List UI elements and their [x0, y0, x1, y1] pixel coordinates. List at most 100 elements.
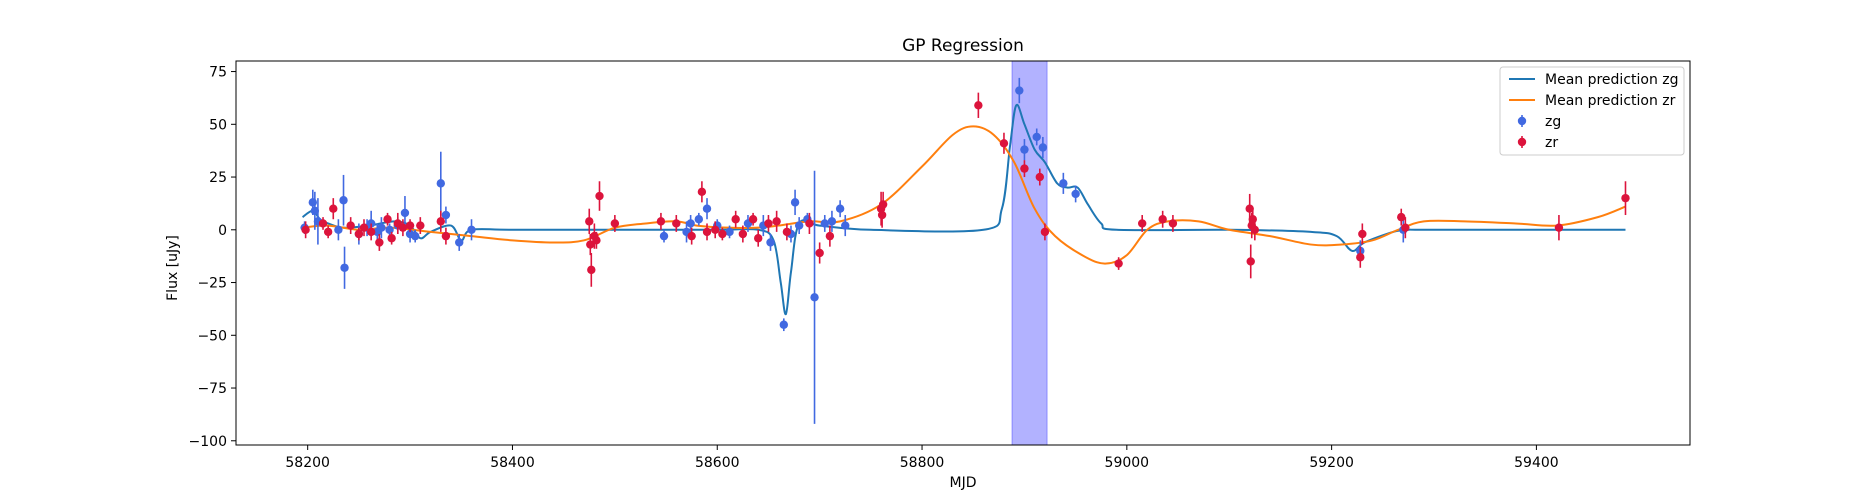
point-zr-12 — [398, 223, 408, 232]
y-tick-label-5: −50 — [197, 328, 227, 344]
axis-ticks: 58200 58400 58600 58800 59000 59200 59400 75 50 2… — [189, 65, 1559, 471]
point-zg-1 — [308, 198, 317, 207]
point-zr-14 — [416, 221, 425, 230]
observation-points — [300, 77, 1630, 424]
point-zr-25 — [672, 219, 681, 228]
point-zr-15 — [436, 217, 445, 226]
y-tick-label-6: −75 — [197, 381, 227, 397]
point-zr-22 — [595, 191, 604, 201]
point-zr-40 — [825, 231, 835, 241]
highlight-span — [1011, 60, 1048, 446]
point-zr-29 — [711, 225, 720, 234]
point-zr-1 — [318, 219, 328, 228]
point-zr-6 — [359, 223, 369, 232]
mean-prediction-lines — [301, 103, 1626, 316]
point-zr-0 — [301, 225, 310, 234]
point-zg-17 — [436, 179, 445, 188]
point-zg-25 — [702, 204, 712, 213]
point-zr-62 — [1554, 223, 1564, 232]
point-zg-21 — [659, 231, 669, 241]
legend-label-series-0: zg — [1545, 114, 1561, 130]
point-zr-8 — [375, 238, 384, 247]
point-zr-10 — [387, 234, 396, 243]
point-zr-52 — [1168, 219, 1178, 228]
point-zr-2 — [323, 227, 333, 237]
point-zr-47 — [1035, 172, 1044, 182]
point-zr-13 — [405, 221, 415, 230]
point-zg-43 — [1032, 132, 1041, 142]
point-zg-19 — [455, 238, 464, 247]
point-zr-43 — [878, 200, 888, 209]
point-zr-60 — [1397, 212, 1406, 222]
point-zr-30 — [718, 229, 727, 239]
point-zg-33 — [790, 198, 800, 207]
chart-title: GP Regression — [902, 36, 1024, 56]
point-zg-40 — [841, 221, 850, 230]
point-zr-44 — [974, 101, 983, 110]
point-zg-5 — [339, 196, 348, 205]
x-tick-label-3: 58800 — [900, 455, 945, 471]
y-tick-label-1: 50 — [209, 117, 227, 133]
point-zg-38 — [827, 217, 837, 226]
point-zr-63 — [1621, 193, 1630, 203]
point-zg-14 — [400, 208, 410, 218]
point-zr-38 — [805, 219, 814, 228]
point-zr-33 — [748, 215, 758, 224]
point-zg-45 — [1059, 179, 1068, 188]
legend-label-series-1: zr — [1545, 135, 1558, 151]
point-zg-20 — [467, 225, 476, 234]
x-tick-label-1: 58400 — [490, 455, 535, 471]
x-tick-label-0: 58200 — [285, 455, 330, 471]
point-zr-51 — [1158, 215, 1167, 224]
point-zg-46 — [1071, 189, 1080, 199]
plot-frame — [235, 60, 1691, 446]
point-zr-42 — [877, 210, 887, 220]
point-zr-21 — [592, 236, 601, 245]
legend-label-line-0: Mean prediction zg — [1545, 72, 1679, 88]
point-zr-59 — [1358, 229, 1367, 239]
point-zg-34 — [794, 221, 804, 230]
y-tick-label-2: 25 — [209, 170, 227, 186]
point-zr-3 — [329, 204, 338, 213]
x-tick-label-6: 59400 — [1514, 455, 1559, 471]
point-zg-27 — [725, 227, 734, 237]
point-zg-23 — [686, 219, 695, 228]
point-zr-9 — [383, 215, 392, 224]
point-zr-58 — [1356, 253, 1365, 262]
line-series-1 — [302, 125, 1626, 265]
point-zg-18 — [441, 210, 451, 220]
point-zr-19 — [587, 265, 596, 275]
highlight-span-layer — [1011, 60, 1048, 446]
point-zr-4 — [346, 221, 355, 230]
point-zr-61 — [1401, 223, 1410, 232]
point-zr-31 — [731, 215, 740, 224]
point-zr-23 — [610, 219, 620, 228]
legend-label-line-1: Mean prediction zr — [1545, 93, 1676, 109]
y-tick-label-0: 75 — [209, 65, 227, 81]
point-zr-53 — [1245, 204, 1254, 213]
legend-marker-swatch-0 — [1517, 116, 1527, 126]
point-zr-34 — [754, 234, 763, 243]
point-zr-24 — [656, 217, 666, 226]
point-zr-46 — [1020, 164, 1029, 173]
legend-frame — [1499, 66, 1685, 156]
point-zr-54 — [1246, 257, 1255, 266]
point-zg-11 — [377, 223, 386, 232]
point-zg-42 — [1020, 145, 1029, 154]
point-zg-2 — [310, 206, 320, 216]
legend: Mean prediction zg Mean prediction zr zg zr — [1499, 66, 1685, 156]
point-zg-30 — [766, 238, 775, 247]
point-zr-50 — [1137, 219, 1147, 228]
point-zr-32 — [738, 229, 748, 239]
point-zr-18 — [586, 240, 595, 249]
point-zg-37 — [820, 219, 829, 228]
point-zr-49 — [1114, 259, 1123, 268]
point-zr-57 — [1250, 225, 1260, 234]
y-tick-label-3: 0 — [218, 223, 227, 239]
point-zg-6 — [340, 263, 349, 272]
point-zr-28 — [702, 227, 712, 237]
point-zr-35 — [764, 219, 773, 228]
point-zr-45 — [999, 139, 1009, 148]
